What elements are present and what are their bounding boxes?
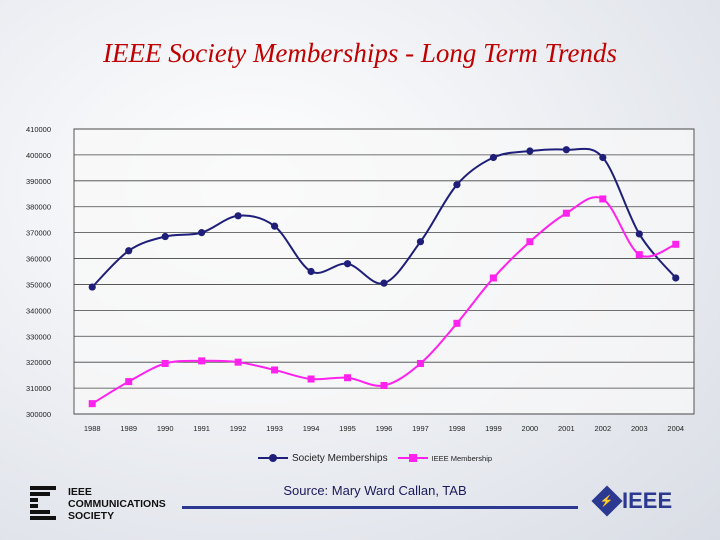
chart-legend: Society Memberships IEEE Membership bbox=[258, 449, 492, 467]
data-point-society bbox=[234, 212, 242, 220]
data-point-society bbox=[380, 279, 388, 287]
y-tick-label: 310000 bbox=[26, 384, 51, 393]
y-tick-label: 360000 bbox=[26, 255, 51, 264]
data-point-ieee bbox=[125, 378, 133, 386]
data-point-society bbox=[88, 283, 96, 291]
plot-area bbox=[73, 128, 695, 415]
data-point-ieee bbox=[416, 359, 424, 367]
data-point-society bbox=[489, 153, 498, 162]
footer-divider bbox=[182, 506, 578, 509]
data-point-society bbox=[125, 247, 133, 255]
comsoc-mark-icon bbox=[30, 486, 60, 522]
data-point-society bbox=[198, 229, 206, 237]
data-point-ieee bbox=[672, 240, 680, 248]
data-point-ieee bbox=[380, 382, 388, 389]
ieee-logo: ⚡ IEEE bbox=[591, 485, 673, 517]
x-tick-label: 2004 bbox=[667, 424, 684, 433]
data-point-society bbox=[526, 147, 534, 155]
x-tick-label: 2002 bbox=[594, 424, 611, 433]
x-tick-label: 1993 bbox=[266, 424, 283, 433]
data-point-society bbox=[635, 230, 643, 238]
data-point-ieee bbox=[526, 238, 534, 246]
ieee-diamond-icon: ⚡ bbox=[591, 485, 623, 517]
series-markers bbox=[88, 146, 680, 408]
legend-item-ieee: IEEE Membership bbox=[397, 453, 493, 463]
x-tick-label: 1997 bbox=[412, 424, 429, 433]
data-point-society bbox=[453, 181, 461, 189]
x-tick-label: 1995 bbox=[339, 424, 356, 433]
data-point-ieee bbox=[271, 366, 279, 374]
data-point-ieee bbox=[599, 195, 607, 203]
x-tick-label: 1990 bbox=[157, 424, 174, 433]
y-tick-label: 300000 bbox=[26, 410, 51, 419]
y-tick-label: 370000 bbox=[26, 229, 51, 238]
comsoc-line-3: SOCIETY bbox=[68, 510, 115, 522]
data-point-ieee bbox=[234, 358, 242, 366]
data-point-ieee bbox=[88, 400, 96, 408]
x-tick-label: 2001 bbox=[558, 424, 575, 433]
data-point-ieee bbox=[489, 274, 497, 282]
x-tick-label: 1994 bbox=[303, 424, 320, 433]
legend-item-society: Society Memberships bbox=[258, 453, 388, 464]
y-tick-label: 330000 bbox=[26, 332, 51, 341]
slide-title: IEEE Society Memberships - Long Term Tre… bbox=[103, 38, 617, 68]
legend-label-ieee: IEEE Membership bbox=[431, 453, 493, 463]
data-point-ieee bbox=[453, 319, 461, 327]
x-tick-label: 1992 bbox=[230, 424, 247, 433]
x-tick-label: 2000 bbox=[522, 424, 539, 433]
legend-label-society: Society Memberships bbox=[292, 452, 388, 464]
x-tick-label: 1998 bbox=[449, 424, 466, 433]
y-axis-ticks: 410000 400000 390000 380000 370000 360000 3500… bbox=[26, 125, 51, 419]
comsoc-line-2: COMMUNICATIONS bbox=[68, 498, 166, 510]
data-point-ieee bbox=[198, 357, 206, 365]
data-point-ieee bbox=[344, 374, 352, 382]
data-point-ieee bbox=[635, 251, 643, 259]
data-point-society bbox=[672, 274, 680, 282]
y-tick-label: 340000 bbox=[26, 306, 51, 315]
data-point-ieee bbox=[161, 359, 169, 367]
data-point-society bbox=[270, 222, 279, 230]
x-tick-label: 1991 bbox=[193, 424, 210, 433]
y-tick-label: 350000 bbox=[26, 280, 51, 289]
data-point-society bbox=[416, 238, 425, 246]
x-axis-ticks: 1988 1989 1990 1991 1992 1993 1994 1995 1996 1997… bbox=[84, 424, 684, 433]
x-tick-label: 1996 bbox=[376, 424, 393, 433]
y-tick-label: 400000 bbox=[26, 151, 51, 160]
x-tick-label: 2003 bbox=[631, 424, 648, 433]
data-point-society bbox=[161, 232, 169, 241]
y-tick-label: 320000 bbox=[26, 358, 51, 367]
legend-swatch-ieee bbox=[397, 454, 428, 462]
x-tick-label: 1999 bbox=[485, 424, 502, 433]
comsoc-logo: IEEE COMMUNICATIONS SOCIETY bbox=[30, 486, 166, 522]
x-tick-label: 1988 bbox=[84, 424, 101, 433]
data-point-ieee bbox=[562, 209, 570, 217]
y-tick-label: 380000 bbox=[26, 203, 51, 212]
data-point-society bbox=[307, 267, 315, 276]
data-point-society bbox=[562, 146, 570, 154]
comsoc-line-1: IEEE bbox=[68, 486, 92, 498]
data-point-society bbox=[343, 260, 352, 268]
y-tick-label: 410000 bbox=[26, 125, 51, 134]
legend-swatch-society bbox=[258, 454, 288, 462]
data-point-society bbox=[599, 153, 607, 162]
x-tick-label: 1989 bbox=[120, 424, 137, 433]
source-caption: Source: Mary Ward Callan, TAB bbox=[283, 483, 467, 498]
comsoc-logo-text: IEEE COMMUNICATIONS SOCIETY bbox=[68, 486, 166, 522]
data-point-ieee bbox=[307, 375, 315, 383]
y-tick-label: 390000 bbox=[26, 177, 51, 186]
ieee-logo-text: IEEE bbox=[622, 488, 673, 513]
